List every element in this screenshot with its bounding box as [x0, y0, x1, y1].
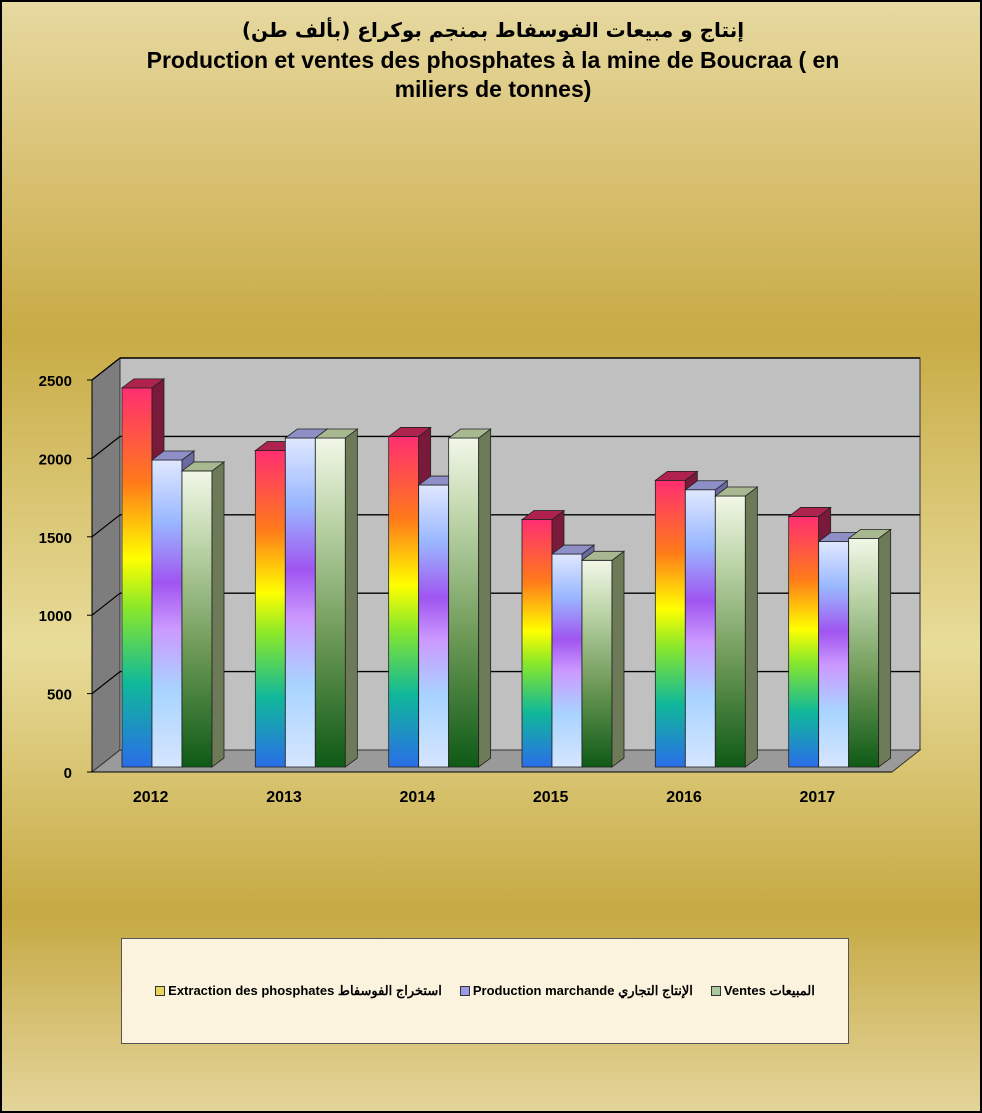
x-tick-label: 2017 — [800, 789, 836, 806]
bar-top-2015-series-2 — [550, 544, 596, 555]
bar-2012-series-2 — [151, 459, 183, 768]
x-tick-label: 2015 — [533, 789, 569, 806]
bar-top-2015-series-3 — [580, 550, 626, 561]
bar-side-2012-series-3 — [211, 461, 225, 768]
bar-2013-series-1 — [254, 450, 286, 768]
bar-top-2016-series-3 — [714, 486, 759, 497]
y-tick-label: 0 — [64, 765, 72, 782]
legend-swatch-ventes — [710, 986, 721, 996]
bar-2012-series-3 — [181, 470, 213, 768]
bar-side-2015-series-3 — [611, 550, 625, 768]
bar-side-2016-series-3 — [744, 486, 758, 768]
bar-top-2017-series-1 — [787, 507, 832, 517]
bar-2015-series-2 — [551, 553, 583, 768]
chart-title-line-2: miliers de tonnes) — [394, 76, 592, 102]
legend-swatch-extraction — [155, 986, 166, 996]
gridline-side — [91, 357, 121, 381]
gridline-side — [91, 435, 121, 459]
x-tick-label: 2013 — [266, 789, 302, 806]
bar-2015-series-3 — [581, 559, 613, 768]
bar-2013-series-2 — [284, 437, 316, 768]
bar-top-2014-series-3 — [447, 428, 492, 439]
bar-top-2017-series-3 — [847, 528, 892, 539]
bar-2016-series-2 — [684, 489, 716, 768]
bar-2014-series-2 — [418, 484, 450, 768]
x-tick-label: 2012 — [133, 789, 169, 806]
chart-side-wall — [91, 356, 121, 774]
bar-top-2016-series-1 — [654, 470, 699, 481]
bar-2014-series-3 — [448, 437, 480, 768]
bar-top-2015-series-1 — [520, 510, 566, 520]
bar-side-2013-series-3 — [344, 428, 358, 768]
legend-label-production: Production marchande الإنتاج التجاري — [472, 983, 693, 998]
legend-item-extraction: Extraction des phosphates استخراج الفوسف… — [155, 983, 442, 999]
bar-2015-series-1 — [521, 519, 553, 768]
legend-label-extraction: Extraction des phosphates استخراج الفوسف… — [168, 983, 442, 998]
bar-2017-series-1 — [788, 516, 820, 768]
bar-2016-series-3 — [714, 495, 746, 768]
legend-item-production: Production marchande الإنتاج التجاري — [459, 983, 693, 999]
bar-2016-series-1 — [654, 479, 686, 768]
bar-2014-series-1 — [388, 436, 420, 768]
bar-top-2014-series-1 — [387, 427, 432, 437]
gridline-side — [91, 671, 121, 695]
y-tick-label: 1500 — [39, 530, 72, 547]
y-tick-label: 1000 — [39, 608, 72, 625]
bar-2017-series-3 — [848, 537, 880, 768]
x-tick-label: 2014 — [400, 789, 436, 806]
bar-top-2016-series-2 — [684, 480, 729, 491]
gridline-side — [91, 514, 121, 538]
bar-top-2012-series-2 — [150, 450, 196, 461]
y-tick-label: 500 — [47, 687, 72, 704]
bar-side-2014-series-3 — [478, 428, 492, 768]
legend-label-ventes: Ventes المبيعات — [723, 983, 815, 998]
chart-back-wall — [119, 357, 921, 751]
y-tick-label: 2500 — [39, 373, 72, 390]
legend-item-ventes: Ventes المبيعات — [710, 983, 815, 999]
bar-2012-series-1 — [121, 387, 153, 768]
bar-side-2017-series-3 — [878, 528, 892, 768]
chart-title-arabic: إنتاج و مبيعات الفوسفاط بمنجم بوكراع (بأ… — [241, 18, 745, 42]
bar-2013-series-3 — [314, 437, 346, 768]
bar-2017-series-2 — [818, 541, 850, 768]
y-tick-label: 2000 — [39, 451, 72, 468]
bar-top-2012-series-3 — [180, 461, 226, 472]
bar-top-2012-series-1 — [120, 378, 166, 389]
chart-title-french: Production et ventes des phosphates à la… — [2, 46, 982, 104]
chart-title-line-1: Production et ventes des phosphates à la… — [146, 47, 840, 73]
bar-top-2013-series-3 — [314, 428, 359, 439]
gridline-side — [91, 592, 121, 616]
x-tick-label: 2016 — [666, 789, 702, 806]
legend-swatch-production — [459, 986, 470, 996]
chart-legend: Extraction des phosphates استخراج الفوسف… — [121, 938, 849, 1044]
